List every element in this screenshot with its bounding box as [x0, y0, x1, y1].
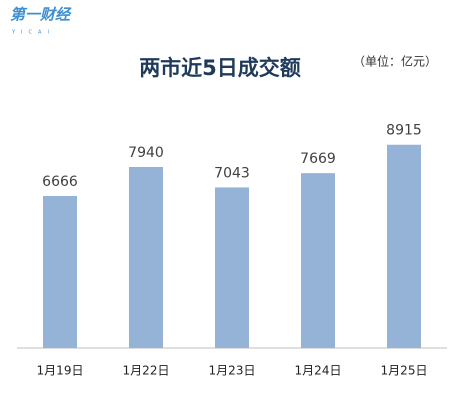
x-tick-label: 1月23日	[209, 364, 256, 378]
x-tick-label: 1月19日	[37, 364, 84, 378]
bar	[129, 166, 163, 348]
bar	[215, 187, 249, 348]
x-tick-label: 1月25日	[381, 364, 428, 378]
logo: 第一财经	[10, 6, 72, 24]
value-label: 6666	[42, 174, 78, 190]
x-tick-label: 1月24日	[295, 364, 342, 378]
bar	[387, 144, 421, 348]
unit-label: （单位：亿元）	[353, 54, 437, 69]
logo-sub: YICAI	[11, 30, 55, 36]
value-label: 8915	[386, 123, 422, 139]
value-label: 7043	[214, 165, 250, 181]
bar	[43, 196, 77, 348]
x-tick-label: 1月22日	[123, 364, 170, 378]
chart-title: 两市近5日成交额	[139, 56, 301, 80]
bar	[301, 173, 335, 348]
value-label: 7669	[300, 151, 336, 167]
value-label: 7940	[128, 145, 164, 161]
